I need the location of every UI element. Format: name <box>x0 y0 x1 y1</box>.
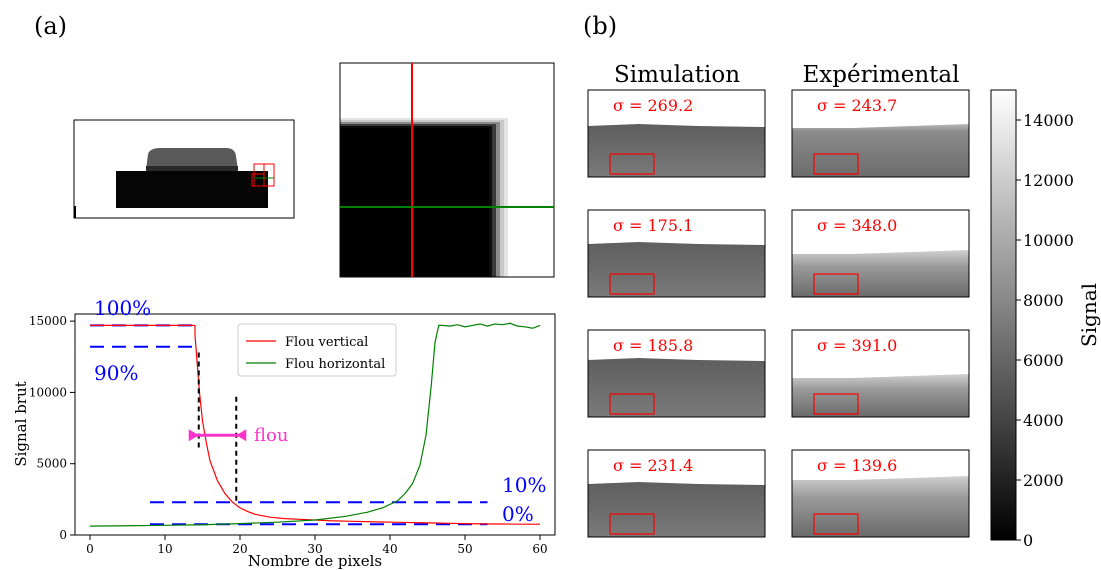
colorbar-tick-label: 2000 <box>1023 471 1064 490</box>
thumbnail-sim-1: σ = 269.2 <box>587 89 766 178</box>
overview-image <box>73 119 295 219</box>
sigma-label: σ = 175.1 <box>613 216 693 235</box>
colorbar-tick-label: 12000 <box>1023 171 1074 190</box>
thumbnail-frame <box>791 89 970 178</box>
thumbnail-exp-1: σ = 243.7 <box>791 89 970 178</box>
sigma-label: σ = 185.8 <box>613 336 693 355</box>
line-chart: 0 10 20 30 40 50 60 0 5000 10000 15000 Nombre de … <box>12 296 556 570</box>
colorbar-tick-label: 10000 <box>1023 231 1074 250</box>
roi-box <box>813 513 859 535</box>
sample-region <box>792 250 969 297</box>
x-tick-label: 60 <box>532 542 547 556</box>
sigma-label: σ = 243.7 <box>817 96 897 115</box>
x-axis-label: Nombre de pixels <box>248 552 382 570</box>
legend: Flou vertical Flou horizontal <box>237 323 397 377</box>
colorbar-tick-label: 4000 <box>1023 411 1064 430</box>
y-tick-label: 0 <box>59 528 67 542</box>
y-tick-label: 5000 <box>36 457 67 471</box>
colorbar: 0 2000 4000 6000 8000 10000 12000 14000 Signal <box>990 89 1101 550</box>
colorbar-tick-label: 6000 <box>1023 351 1064 370</box>
thumbnail-frame <box>587 89 766 178</box>
colorbar-tick-label: 14000 <box>1023 111 1074 130</box>
sample-region <box>792 374 969 417</box>
x-tick-label: 50 <box>457 542 472 556</box>
roi-box <box>609 513 655 535</box>
thumbnail-sim-3: σ = 185.8 <box>587 329 766 418</box>
legend-label-horizontal: Flou horizontal <box>285 357 385 372</box>
colorbar-tick-label: 8000 <box>1023 291 1064 310</box>
panel-label-a: (a) <box>34 12 67 40</box>
y-axis-ticks: 0 5000 10000 15000 <box>29 314 75 542</box>
series-line-0 <box>194 325 540 525</box>
sigma-label: σ = 139.6 <box>817 456 897 475</box>
annotation-flou: flou <box>254 425 288 446</box>
annotation-0: 0% <box>502 502 534 526</box>
thumbnail-frame <box>587 209 766 298</box>
x-tick-label: 30 <box>307 542 322 556</box>
x-tick-label: 40 <box>382 542 397 556</box>
sample-region <box>588 358 765 417</box>
x-tick-label: 0 <box>86 542 94 556</box>
colorbar-ticks: 0 2000 4000 6000 8000 10000 12000 14000 <box>1016 111 1074 550</box>
x-tick-label: 10 <box>157 542 172 556</box>
sample-region <box>588 242 765 297</box>
thumbnail-sim-4: σ = 231.4 <box>587 449 766 538</box>
sigma-label: σ = 391.0 <box>817 336 897 355</box>
x-tick-label: 20 <box>232 542 247 556</box>
thumbnail-frame <box>791 209 970 298</box>
thumbnail-frame <box>587 449 766 538</box>
y-tick-label: 15000 <box>29 314 67 328</box>
sigma-label: σ = 269.2 <box>613 96 693 115</box>
thumbnail-exp-2: σ = 348.0 <box>791 209 970 298</box>
colorbar-tick-label: 0 <box>1023 531 1033 550</box>
sigma-label: σ = 231.4 <box>613 456 693 475</box>
thumbnail-sim-2: σ = 175.1 <box>587 209 766 298</box>
series-lines <box>89 322 541 527</box>
y-tick-label: 10000 <box>29 385 67 399</box>
sample-region <box>588 124 765 177</box>
header-simulation: Simulation <box>614 62 740 88</box>
sample-region <box>792 124 969 177</box>
thumbnail-frame <box>791 449 970 538</box>
y-axis-label: Signal brut <box>12 381 30 466</box>
legend-label-vertical: Flou vertical <box>285 335 368 350</box>
blur-arrow-left <box>188 429 199 442</box>
thumbnail-exp-3: σ = 391.0 <box>791 329 970 418</box>
roi-box <box>609 153 655 175</box>
annotation-90: 90% <box>94 361 138 385</box>
sample-region <box>588 482 765 537</box>
sample-region <box>792 476 969 537</box>
roi-box <box>813 153 859 175</box>
roi-box <box>609 273 655 295</box>
thumbnail-exp-4: σ = 139.6 <box>791 449 970 538</box>
roi-box <box>609 393 655 415</box>
annotation-10: 10% <box>502 473 546 497</box>
thumbnail-frame <box>791 329 970 418</box>
blur-markers <box>188 352 247 503</box>
x-axis-ticks: 0 10 20 30 40 50 60 <box>86 535 548 556</box>
series-line-1 <box>89 322 541 527</box>
image-grid: σ = 269.2 σ = 175.1 σ = 185.8 σ = 231.4 σ = … <box>587 89 970 538</box>
zoom-image <box>339 62 555 278</box>
thumbnail-frame <box>587 329 766 418</box>
roi-box <box>813 393 859 415</box>
annotation-100: 100% <box>94 296 151 320</box>
colorbar-label: Signal <box>1077 283 1101 347</box>
sigma-label: σ = 348.0 <box>817 216 897 235</box>
blur-arrow-right <box>236 429 247 442</box>
panel-label-b: (b) <box>583 12 617 40</box>
header-experimental: Expérimental <box>803 62 960 88</box>
roi-box <box>813 273 859 295</box>
